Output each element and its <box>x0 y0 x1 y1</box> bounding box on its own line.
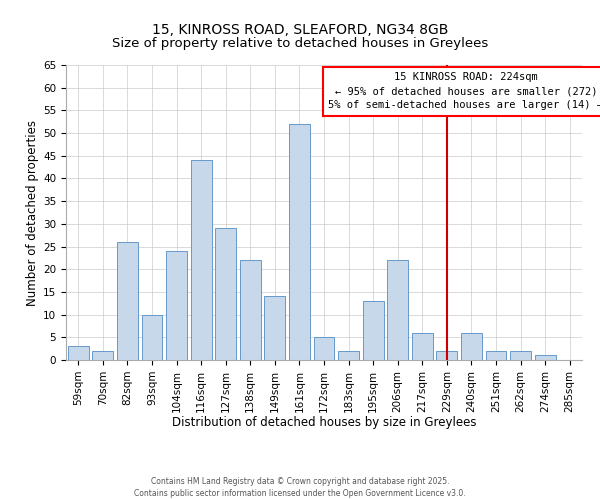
Bar <box>142 314 163 360</box>
Bar <box>362 301 383 360</box>
Bar <box>289 124 310 360</box>
Bar <box>387 260 408 360</box>
Bar <box>510 351 531 360</box>
Bar <box>68 346 89 360</box>
Text: Contains HM Land Registry data © Crown copyright and database right 2025.
Contai: Contains HM Land Registry data © Crown c… <box>134 476 466 498</box>
Bar <box>240 260 261 360</box>
Y-axis label: Number of detached properties: Number of detached properties <box>26 120 39 306</box>
Bar <box>535 356 556 360</box>
Text: 15, KINROSS ROAD, SLEAFORD, NG34 8GB: 15, KINROSS ROAD, SLEAFORD, NG34 8GB <box>152 22 448 36</box>
Bar <box>215 228 236 360</box>
Bar <box>166 251 187 360</box>
Bar <box>412 333 433 360</box>
Bar <box>485 351 506 360</box>
Bar <box>117 242 138 360</box>
Bar <box>265 296 286 360</box>
Bar <box>461 333 482 360</box>
Bar <box>338 351 359 360</box>
Text: Size of property relative to detached houses in Greylees: Size of property relative to detached ho… <box>112 38 488 51</box>
X-axis label: Distribution of detached houses by size in Greylees: Distribution of detached houses by size … <box>172 416 476 429</box>
Bar <box>191 160 212 360</box>
Text: 15 KINROSS ROAD: 224sqm
← 95% of detached houses are smaller (272)
5% of semi-de: 15 KINROSS ROAD: 224sqm ← 95% of detache… <box>328 72 600 110</box>
Bar <box>92 351 113 360</box>
Bar <box>314 338 334 360</box>
Bar <box>436 351 457 360</box>
